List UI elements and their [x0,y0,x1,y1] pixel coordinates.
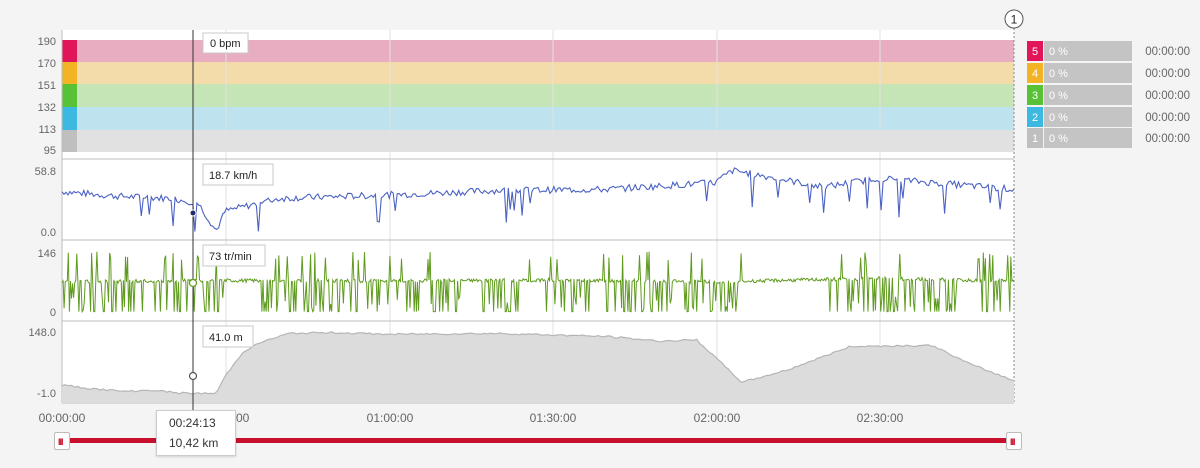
svg-text:00:00:00: 00:00:00 [1145,112,1190,124]
svg-text:41.0 m: 41.0 m [209,332,243,344]
svg-text:00:00:00: 00:00:00 [1145,68,1190,80]
svg-text:0 bpm: 0 bpm [210,38,241,50]
lap-marker[interactable]: 1 [1004,9,1024,29]
speed-series-line [61,167,1015,232]
svg-text:4: 4 [1032,68,1038,80]
svg-text:00:00:00: 00:00:00 [1145,90,1190,102]
hr-tick-170: 170 [38,58,56,70]
svg-text:00:00:00: 00:00:00 [1145,46,1190,58]
altitude-tick-max: 148.0 [28,327,56,339]
hr-tooltip: 0 bpm [202,32,249,54]
legend-zone-5: 5 0 % 00:00:00 [1027,41,1190,61]
x-tick-2: 01:00:00 [367,411,414,425]
zone-5-band [77,40,1014,62]
hr-tick-95: 95 [44,145,56,157]
cursor-time: 00:24:13 [169,416,216,430]
zone-2-band [77,107,1014,130]
range-slider-track[interactable] [62,438,1014,443]
x-tick-0: 00:00:00 [39,411,86,425]
svg-text:0 %: 0 % [1049,112,1068,124]
svg-text:0 %: 0 % [1049,90,1068,102]
hr-tick-151: 151 [38,80,56,92]
svg-text:0 %: 0 % [1049,68,1068,80]
legend-zone-3: 3 0 % 00:00:00 [1027,85,1190,105]
altitude-series-line [61,331,1015,395]
x-tick-3: 01:30:00 [530,411,577,425]
altitude-tick-min: -1.0 [37,388,56,400]
svg-text:00:00:00: 00:00:00 [1145,133,1190,145]
svg-text:2: 2 [1032,112,1038,124]
cursor-readout: 00:24:13 10,42 km [156,410,236,456]
altitude-cursor-dot [188,371,198,381]
speed-cursor-dot [189,209,197,217]
range-end-handle[interactable]: III [1006,432,1022,450]
zone-4-band [77,62,1014,84]
svg-text:0 %: 0 % [1049,46,1068,58]
zone-legend: 5 0 % 00:00:00 4 0 % 00:00:00 3 0 % 00:0… [1027,41,1190,148]
speed-tick-min: 0.0 [41,227,56,239]
x-tick-5: 02:30:00 [857,411,904,425]
legend-zone-2: 2 0 % 00:00:00 [1027,107,1190,127]
altitude-area [62,331,1014,403]
zone-3-band [77,84,1014,107]
heart-rate-panel: 190 170 151 132 113 95 [38,36,1014,157]
svg-text:0 %: 0 % [1049,133,1068,145]
speed-tick-max: 58.8 [35,166,56,178]
hr-tick-190: 190 [38,36,56,48]
svg-text:1: 1 [1011,13,1018,27]
zone-2-swatch [62,107,77,130]
svg-text:3: 3 [1032,90,1038,102]
zone-1-band [77,130,1014,152]
legend-zone-1: 1 0 % 00:00:00 [1027,128,1190,148]
cursor-distance: 10,42 km [169,436,219,450]
altitude-tooltip: 41.0 m [202,325,254,348]
hr-tick-113: 113 [38,124,56,136]
speed-tooltip: 18.7 km/h [202,163,274,186]
cadence-tooltip: 73 tr/min [202,244,266,267]
altitude-panel: 148.0 -1.0 [28,327,1015,403]
cadence-series-line [61,251,1015,314]
x-axis: 00:00:00 00:30:00 01:00:00 01:30:00 02:0… [39,411,904,425]
svg-text:18.7 km/h: 18.7 km/h [209,170,257,182]
cadence-panel: 146 0 [38,248,1015,319]
zone-1-swatch [62,130,77,152]
svg-text:1: 1 [1032,133,1038,145]
cadence-cursor-dot [188,278,198,288]
cadence-tick-min: 0 [50,307,56,319]
zone-4-swatch [62,62,77,84]
range-start-handle[interactable]: III [54,432,70,450]
speed-panel: 58.8 0.0 [35,166,1015,239]
x-tick-4: 02:00:00 [694,411,741,425]
cadence-tick-max: 146 [38,248,56,260]
zone-5-swatch [62,40,77,62]
svg-text:73 tr/min: 73 tr/min [209,251,252,263]
svg-text:5: 5 [1032,46,1038,58]
legend-zone-4: 4 0 % 00:00:00 [1027,63,1190,83]
hr-tick-132: 132 [38,102,56,114]
zone-3-swatch [62,84,77,107]
